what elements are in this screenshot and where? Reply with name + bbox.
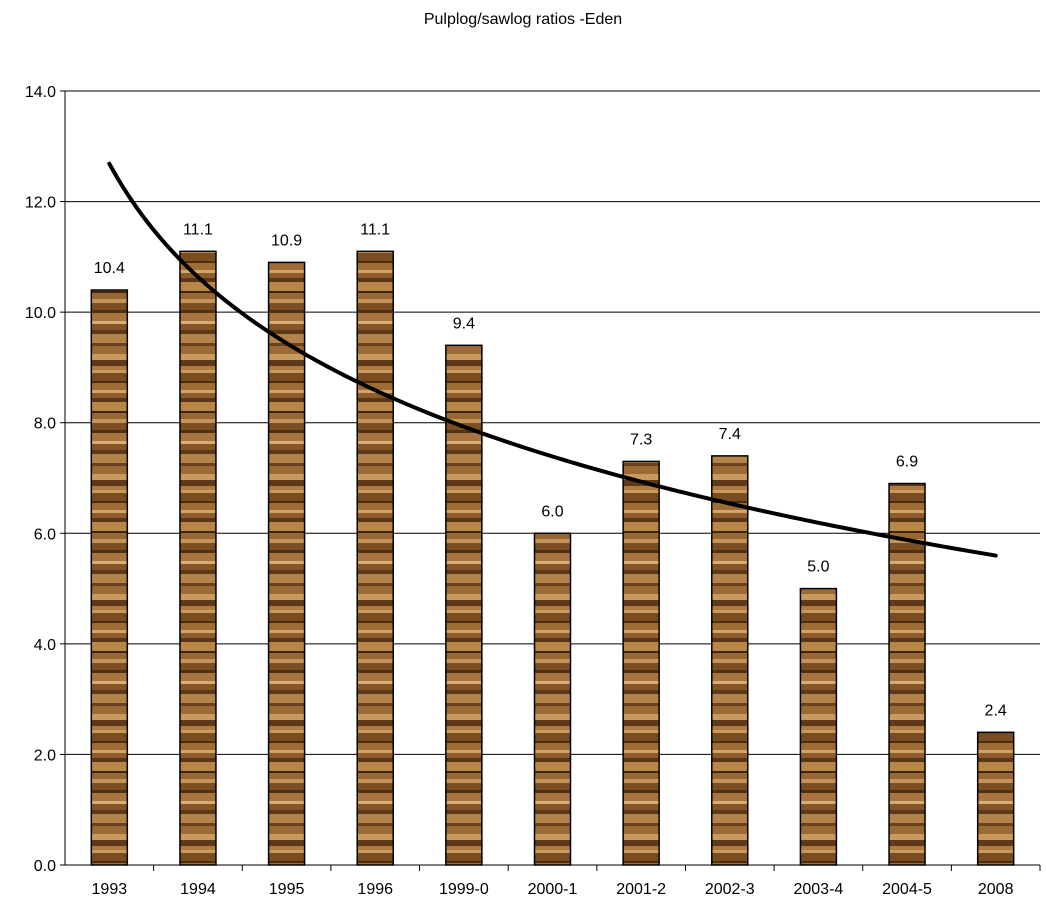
trendline-path [107, 161, 998, 558]
y-axis-ticks: 0.0 2.0 4.0 6.0 8.0 10.0 12.0 14.0 [25, 84, 65, 875]
x-tick-label: 1999-0 [439, 881, 489, 898]
x-tick-label: 1996 [357, 881, 393, 898]
x-tick-label: 1995 [269, 881, 305, 898]
data-label: 7.3 [630, 431, 652, 448]
bar [888, 482, 926, 866]
data-label: 10.9 [271, 232, 302, 249]
y-tick-label: 14.0 [25, 84, 56, 101]
data-label: 9.4 [453, 315, 475, 332]
data-label: 10.4 [94, 260, 125, 277]
y-tick-label: 4.0 [34, 637, 56, 654]
y-tick-label: 10.0 [25, 305, 56, 322]
x-tick-label: 2003-4 [793, 881, 843, 898]
y-tick-label: 0.0 [34, 858, 56, 875]
data-label: 5.0 [807, 559, 829, 576]
bar [711, 455, 749, 866]
bar [622, 460, 660, 866]
bar [533, 532, 572, 866]
axes [64, 91, 1040, 866]
bar [356, 250, 394, 866]
data-label: 2.4 [985, 702, 1007, 719]
x-tick-label: 2001-2 [616, 881, 666, 898]
data-labels: 10.4 11.1 10.9 11.1 9.4 6.0 7.3 7.4 5.0 6.9 2.4 [94, 221, 1007, 719]
x-tick-label: 2008 [978, 881, 1014, 898]
y-tick-label: 12.0 [25, 195, 56, 212]
x-tick-label: 2000-1 [528, 881, 578, 898]
data-label: 7.4 [719, 426, 741, 443]
y-tick-label: 8.0 [34, 416, 56, 433]
x-tick-label: 2002-3 [705, 881, 755, 898]
bar [90, 289, 129, 866]
bar [179, 250, 217, 866]
x-tick-label: 1993 [92, 881, 128, 898]
data-label: 6.0 [541, 503, 563, 520]
bar [799, 587, 838, 866]
bar [976, 731, 1015, 866]
x-tick-label: 1994 [180, 881, 216, 898]
chart-title: Pulplog/sawlog ratios -Eden [424, 11, 622, 28]
x-axis-ticks: 1993 1994 1995 1996 1999-0 2000-1 2001-2 2002-3… [92, 865, 1041, 898]
trendline [107, 161, 998, 558]
y-tick-label: 6.0 [34, 526, 56, 543]
data-label: 6.9 [896, 454, 918, 471]
x-tick-label: 2004-5 [882, 881, 932, 898]
bars [90, 250, 1015, 866]
data-label: 11.1 [183, 221, 213, 238]
data-label: 11.1 [360, 221, 390, 238]
y-tick-label: 2.0 [34, 747, 56, 764]
